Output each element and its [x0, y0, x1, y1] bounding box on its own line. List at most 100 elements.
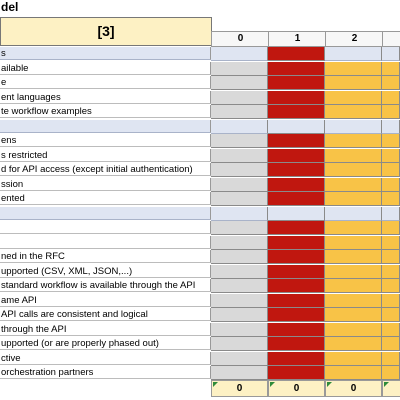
- level-1-cell[interactable]: [268, 264, 325, 279]
- level-2-cell[interactable]: [325, 148, 382, 163]
- level-3-cell[interactable]: [382, 337, 400, 351]
- level-1-cell[interactable]: [268, 250, 325, 264]
- level-0-cell[interactable]: [211, 76, 268, 90]
- row-label[interactable]: upported (CSV, XML, JSON,...): [0, 264, 211, 278]
- level-1-cell[interactable]: [268, 47, 325, 61]
- level-0-cell[interactable]: [211, 134, 268, 148]
- row-label[interactable]: ned in the RFC: [0, 250, 211, 263]
- level-1-cell[interactable]: [268, 148, 325, 163]
- level-1-cell[interactable]: [268, 134, 325, 148]
- level-3-cell[interactable]: [382, 235, 400, 250]
- level-3-cell[interactable]: [382, 134, 400, 148]
- level-1-cell[interactable]: [268, 235, 325, 250]
- level-1-cell[interactable]: [268, 119, 325, 134]
- row-label[interactable]: ctive: [0, 351, 211, 365]
- level-0-cell[interactable]: [211, 293, 268, 308]
- level-3-cell[interactable]: [382, 250, 400, 264]
- level-0-cell[interactable]: [211, 235, 268, 250]
- level-2-cell[interactable]: [325, 61, 382, 76]
- level-3-cell[interactable]: [382, 221, 400, 235]
- level-2-cell[interactable]: [325, 366, 382, 380]
- level-2-cell[interactable]: [325, 235, 382, 250]
- level-0-cell[interactable]: [211, 250, 268, 264]
- level-0-cell[interactable]: [211, 337, 268, 351]
- level-3-cell[interactable]: [382, 163, 400, 177]
- level-0-cell[interactable]: [211, 366, 268, 380]
- level-1-cell[interactable]: [268, 293, 325, 308]
- level-1-cell[interactable]: [268, 61, 325, 76]
- level-2-cell[interactable]: [325, 177, 382, 192]
- level-1-cell[interactable]: [268, 206, 325, 221]
- row-label[interactable]: d for API access (except initial authent…: [0, 163, 211, 176]
- row-label[interactable]: [0, 119, 211, 133]
- level-3-cell[interactable]: [382, 206, 400, 221]
- level-2-cell[interactable]: [325, 105, 382, 119]
- level-0-cell[interactable]: [211, 308, 268, 322]
- level-3-cell[interactable]: [382, 293, 400, 308]
- level-2-cell[interactable]: [325, 351, 382, 366]
- level-2-cell[interactable]: [325, 119, 382, 134]
- level-3-cell[interactable]: [382, 76, 400, 90]
- row-label[interactable]: orchestration partners: [0, 366, 211, 379]
- level-3-header-partial[interactable]: [382, 31, 400, 47]
- level-0-cell[interactable]: [211, 279, 268, 293]
- level-2-cell[interactable]: [325, 47, 382, 61]
- level-3-cell[interactable]: [382, 177, 400, 192]
- level-1-cell[interactable]: [268, 279, 325, 293]
- row-label[interactable]: ssion: [0, 177, 211, 191]
- row-label[interactable]: ame API: [0, 293, 211, 307]
- row-label[interactable]: [0, 235, 211, 249]
- level-1-cell[interactable]: [268, 177, 325, 192]
- level-2-cell[interactable]: [325, 206, 382, 221]
- level-1-cell[interactable]: [268, 337, 325, 351]
- level-3-cell[interactable]: [382, 192, 400, 206]
- level-0-cell[interactable]: [211, 119, 268, 134]
- level-0-header[interactable]: 0: [211, 31, 270, 47]
- total-level-1[interactable]: 0: [268, 380, 325, 397]
- row-label[interactable]: standard workflow is available through t…: [0, 279, 211, 292]
- row-label[interactable]: API calls are consistent and logical: [0, 308, 211, 321]
- row-label[interactable]: [0, 206, 211, 220]
- row-label[interactable]: e: [0, 76, 211, 89]
- level-2-cell[interactable]: [325, 134, 382, 148]
- level-2-cell[interactable]: [325, 322, 382, 337]
- row-label[interactable]: ented: [0, 192, 211, 205]
- row-label[interactable]: ens: [0, 134, 211, 147]
- level-0-cell[interactable]: [211, 61, 268, 76]
- level-3-cell[interactable]: [382, 47, 400, 61]
- level-3-cell[interactable]: [382, 148, 400, 163]
- level-2-cell[interactable]: [325, 264, 382, 279]
- level-0-cell[interactable]: [211, 264, 268, 279]
- level-0-cell[interactable]: [211, 177, 268, 192]
- level-1-cell[interactable]: [268, 192, 325, 206]
- total-level-0[interactable]: 0: [211, 380, 268, 397]
- level-0-cell[interactable]: [211, 163, 268, 177]
- header-label-cell[interactable]: [3]: [0, 17, 212, 46]
- row-label[interactable]: through the API: [0, 322, 211, 336]
- row-label[interactable]: te workflow examples: [0, 105, 211, 118]
- level-1-cell[interactable]: [268, 322, 325, 337]
- level-2-cell[interactable]: [325, 163, 382, 177]
- level-1-cell[interactable]: [268, 163, 325, 177]
- level-0-cell[interactable]: [211, 206, 268, 221]
- level-2-cell[interactable]: [325, 279, 382, 293]
- level-2-cell[interactable]: [325, 250, 382, 264]
- total-level-2[interactable]: 0: [325, 380, 382, 397]
- level-0-cell[interactable]: [211, 221, 268, 235]
- level-1-cell[interactable]: [268, 76, 325, 90]
- level-2-cell[interactable]: [325, 308, 382, 322]
- level-3-cell[interactable]: [382, 264, 400, 279]
- level-3-cell[interactable]: [382, 105, 400, 119]
- level-1-cell[interactable]: [268, 90, 325, 105]
- level-3-cell[interactable]: [382, 351, 400, 366]
- level-0-cell[interactable]: [211, 148, 268, 163]
- level-3-cell[interactable]: [382, 279, 400, 293]
- level-1-cell[interactable]: [268, 221, 325, 235]
- level-2-cell[interactable]: [325, 293, 382, 308]
- row-label[interactable]: ent languages: [0, 90, 211, 104]
- level-2-header[interactable]: 2: [325, 31, 384, 47]
- level-0-cell[interactable]: [211, 192, 268, 206]
- total-level-3-partial[interactable]: [382, 380, 400, 397]
- level-3-cell[interactable]: [382, 119, 400, 134]
- level-2-cell[interactable]: [325, 76, 382, 90]
